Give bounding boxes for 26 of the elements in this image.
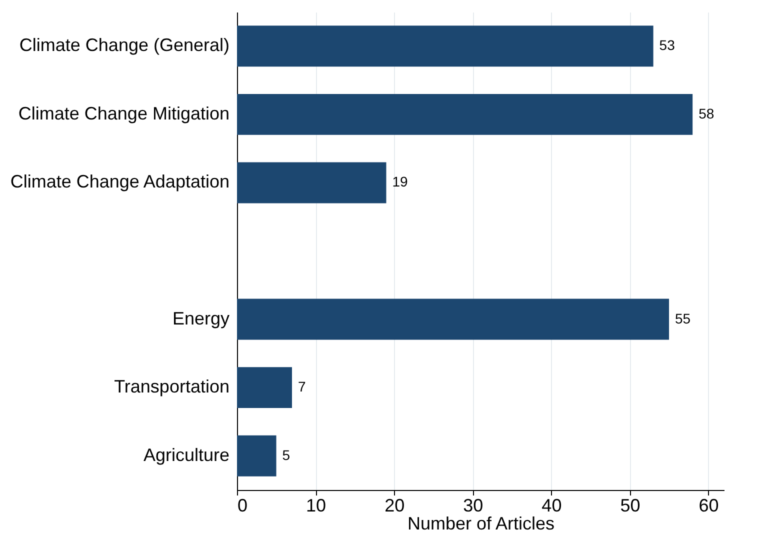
bar [237, 162, 386, 204]
bar [237, 94, 693, 135]
x-axis-title: Number of Articles [407, 514, 555, 534]
y-tick-label: Climate Change (General) [19, 35, 230, 56]
data-label: 53 [659, 37, 676, 54]
x-tick-label: 10 [306, 496, 326, 516]
x-tick-label: 60 [698, 496, 719, 516]
x-tick-label: 50 [620, 496, 640, 516]
x-tick-label: 20 [384, 496, 405, 516]
bar [237, 367, 292, 408]
y-tick-label: Climate Change Mitigation [18, 103, 230, 124]
data-label: 5 [282, 446, 290, 463]
y-tick-label: Transportation [114, 376, 230, 397]
y-tick-label: Energy [172, 308, 230, 328]
data-label: 55 [675, 310, 691, 326]
y-tick-label: Climate Change Adaptation [10, 172, 230, 192]
bar [237, 26, 654, 67]
x-tick-label: 40 [542, 496, 562, 516]
data-label: 7 [298, 378, 306, 395]
data-label: 19 [392, 174, 408, 190]
data-label: 58 [698, 105, 714, 122]
x-tick-label: 30 [463, 496, 484, 516]
bar [237, 435, 276, 476]
y-tick-label: Agriculture [143, 444, 230, 465]
x-tick-label: 0 [238, 496, 248, 516]
bar [237, 298, 670, 340]
